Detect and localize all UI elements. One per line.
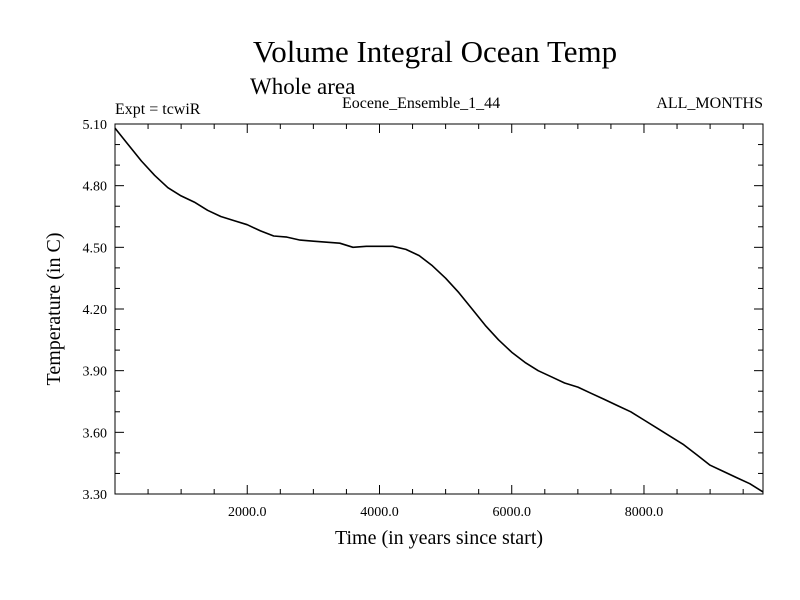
axis-ticks bbox=[115, 123, 763, 495]
y-axis-label: Temperature (in C) bbox=[43, 233, 65, 386]
plot-frame bbox=[114, 123, 764, 495]
chart-title: Volume Integral Ocean Temp bbox=[253, 34, 617, 69]
x-axis-label: Time (in years since start) bbox=[335, 527, 543, 549]
y-tick-label: 5.10 bbox=[83, 118, 108, 133]
y-tick-label: 4.20 bbox=[83, 303, 108, 318]
x-tick-label: 4000.0 bbox=[360, 505, 399, 520]
experiment-label: Expt = tcwiR bbox=[115, 101, 201, 118]
y-tick-label: 4.50 bbox=[83, 241, 108, 256]
chart-subtitle: Whole area bbox=[250, 74, 355, 99]
y-tick-label: 3.90 bbox=[83, 365, 108, 380]
x-tick-label: 2000.0 bbox=[228, 505, 267, 520]
series-layer bbox=[114, 127, 764, 493]
y-tick-label: 3.60 bbox=[83, 426, 108, 441]
x-tick-label: 6000.0 bbox=[492, 505, 531, 520]
y-tick-label: 3.30 bbox=[83, 488, 108, 503]
temperature-series-line bbox=[114, 127, 764, 493]
months-label: ALL_MONTHS bbox=[656, 95, 763, 112]
y-tick-label: 4.80 bbox=[83, 180, 108, 195]
tick-labels: 2000.0 4000.0 6000.0 8000.0 3.30 3.60 3.90 4.20… bbox=[83, 118, 664, 520]
x-tick-label: 8000.0 bbox=[625, 505, 664, 520]
ensemble-label: Eocene_Ensemble_1_44 bbox=[342, 95, 500, 112]
